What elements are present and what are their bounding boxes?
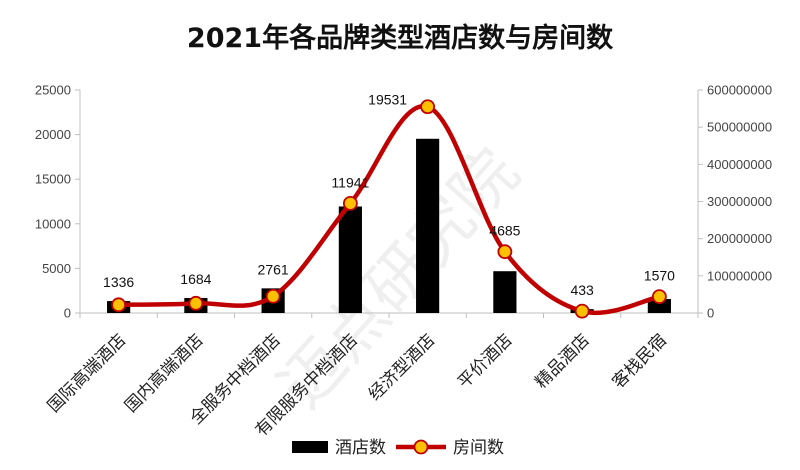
line-point — [497, 244, 513, 260]
chart-title: 2021年各品牌类型酒店数与房间数 — [187, 22, 614, 54]
left-tick-label: 25000 — [35, 83, 71, 98]
axes: 0 5000 10000 15000 20000 25000 0 100000000 20000… — [35, 83, 772, 321]
legend-bar-swatch — [292, 441, 328, 453]
line-point — [651, 289, 667, 305]
bar — [493, 271, 517, 313]
bar-data-label: 433 — [570, 282, 594, 298]
legend: 酒店数 房间数 — [292, 438, 504, 458]
line-point — [265, 288, 281, 304]
right-tick-label: 200000000 — [707, 231, 772, 246]
bar-data-label: 1570 — [644, 268, 675, 284]
right-tick-label: 100000000 — [707, 268, 772, 283]
category-label: 国际高端酒店 — [44, 330, 130, 416]
left-tick-label: 20000 — [35, 127, 71, 142]
bar-data-label: 19531 — [368, 92, 407, 108]
right-tick-label: 400000000 — [707, 157, 772, 172]
line-point — [574, 303, 590, 319]
bar — [647, 298, 671, 313]
legend-line-label: 房间数 — [453, 438, 504, 458]
right-tick-label: 500000000 — [707, 120, 772, 135]
category-label: 精品酒店 — [531, 330, 593, 392]
category-label: 平价酒店 — [454, 330, 516, 392]
room-count-line — [118, 103, 660, 316]
bar — [338, 206, 362, 313]
category-label: 客栈民宿 — [609, 330, 671, 392]
line-point — [111, 297, 127, 313]
line-point — [420, 99, 436, 115]
data-labels: 1336 1684 2761 11941 19531 4685 433 1570 — [103, 92, 675, 298]
left-tick-label: 0 — [64, 306, 71, 321]
category-label: 国内高端酒店 — [121, 330, 207, 416]
bar-data-label: 1336 — [103, 274, 134, 290]
bar-data-label: 4685 — [489, 223, 520, 239]
bar-data-label: 11941 — [331, 174, 369, 190]
line-point — [188, 295, 204, 311]
line-series — [111, 99, 667, 319]
legend-bar-label: 酒店数 — [335, 438, 386, 458]
right-tick-label: 300000000 — [707, 194, 772, 209]
bar-data-label: 2761 — [258, 261, 289, 277]
legend-line-marker — [413, 439, 429, 455]
bar — [416, 138, 440, 313]
left-tick-label: 10000 — [35, 216, 71, 231]
left-tick-label: 15000 — [35, 172, 71, 187]
bar-data-label: 1684 — [180, 271, 211, 287]
right-tick-label: 0 — [707, 306, 714, 321]
line-point — [342, 195, 358, 211]
right-tick-label: 600000000 — [707, 83, 772, 98]
left-tick-label: 5000 — [42, 261, 71, 276]
